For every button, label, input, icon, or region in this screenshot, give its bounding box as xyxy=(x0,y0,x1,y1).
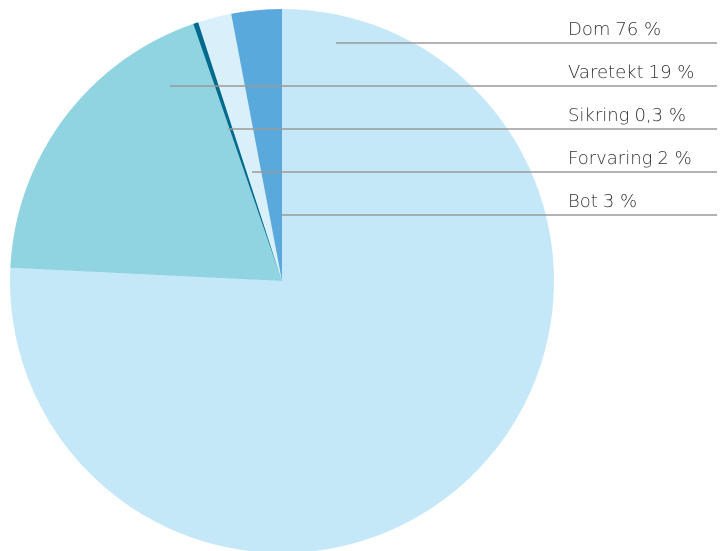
label-value: 76 % xyxy=(615,19,661,40)
pie-slice xyxy=(10,9,554,551)
label-name: Dom xyxy=(568,19,610,40)
pie-slice xyxy=(193,22,282,281)
label-value: 2 % xyxy=(657,148,691,169)
label-value: 19 % xyxy=(649,62,695,83)
label-name: Varetekt xyxy=(568,62,644,83)
pie-slice xyxy=(10,23,282,282)
label-name: Forvaring xyxy=(568,148,652,169)
label-value: 3 % xyxy=(603,191,637,212)
slice-label: Forvaring 2 % xyxy=(568,148,692,169)
pie-slice xyxy=(231,9,282,281)
pie-slice xyxy=(198,13,282,281)
label-name: Bot xyxy=(568,191,598,212)
slice-label: Sikring 0,3 % xyxy=(568,105,686,126)
slice-label: Varetekt 19 % xyxy=(568,62,694,83)
slice-label: Bot 3 % xyxy=(568,191,637,212)
label-value: 0,3 % xyxy=(634,105,685,126)
slice-label: Dom 76 % xyxy=(568,19,661,40)
label-name: Sikring xyxy=(568,105,629,126)
